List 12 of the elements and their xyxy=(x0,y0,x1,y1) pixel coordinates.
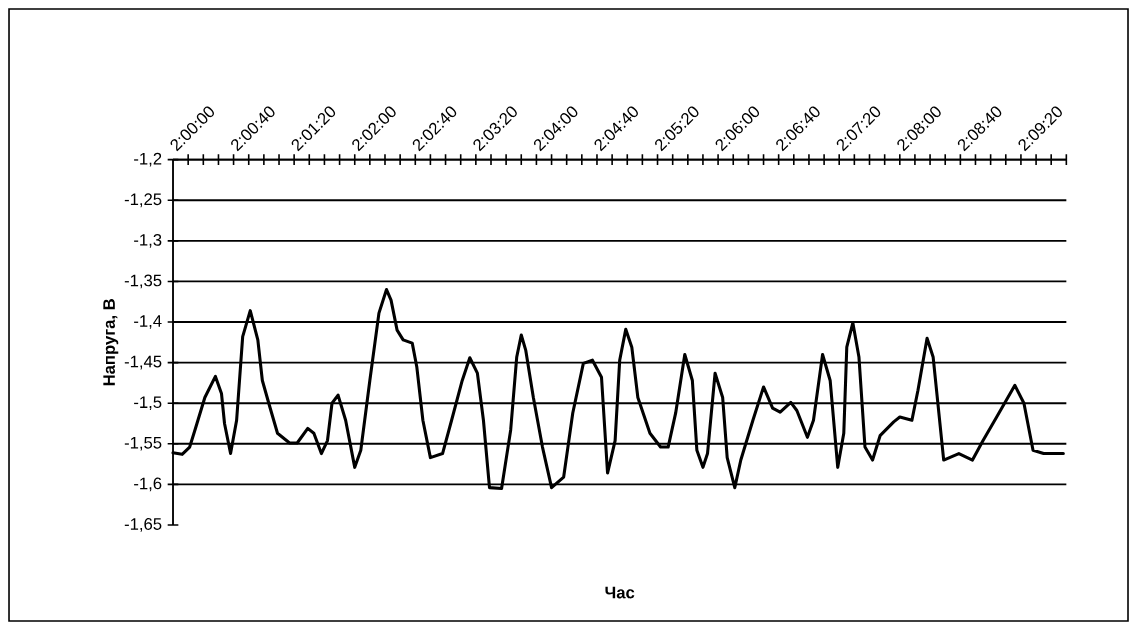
y-tick-label: -1,25 xyxy=(124,193,162,208)
y-tick-label: -1,35 xyxy=(124,274,162,289)
y-tick-label: -1,2 xyxy=(134,152,162,167)
x-axis-title: Час xyxy=(605,586,635,599)
y-axis-title: Напруга, В xyxy=(103,299,119,386)
y-tick-label: -1,6 xyxy=(134,477,162,492)
y-tick-label: -1,65 xyxy=(124,518,162,532)
y-tick-label: -1,4 xyxy=(134,315,162,329)
y-tick-label: -1,45 xyxy=(124,355,162,370)
y-tick-label: -1,3 xyxy=(134,233,162,248)
y-tick-label: -1,5 xyxy=(134,396,162,411)
y-tick-label: -1,55 xyxy=(124,437,162,451)
